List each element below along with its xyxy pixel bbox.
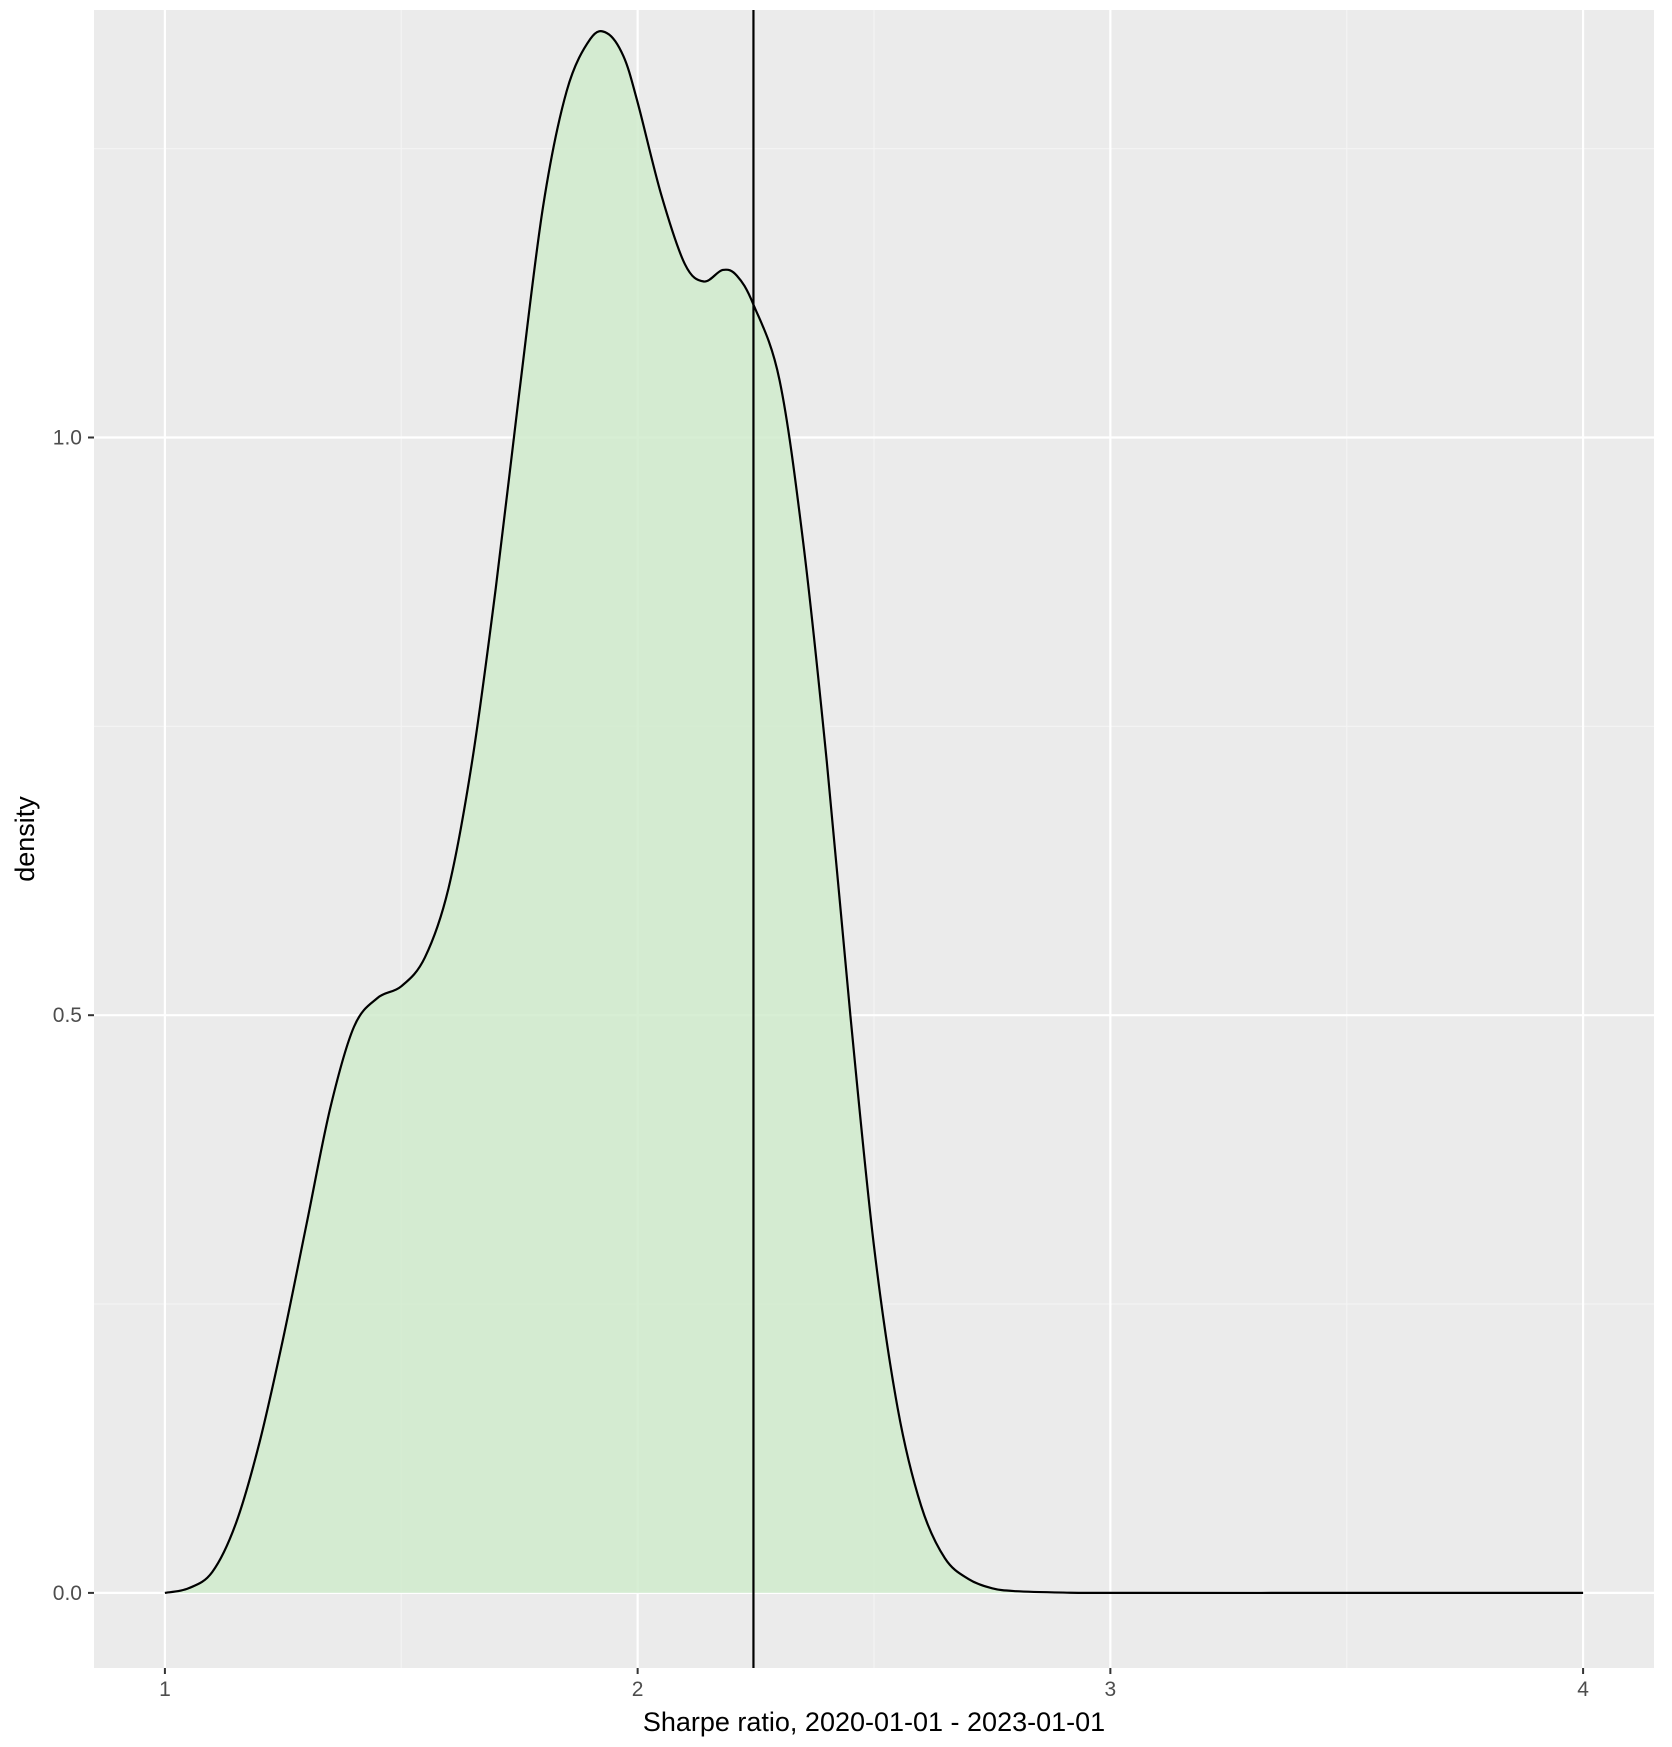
y-axis-ticks: 0.0 0.5 1.0: [53, 426, 94, 1605]
x-tick-label: 4: [1577, 1678, 1589, 1701]
y-tick-label: 1.0: [53, 426, 82, 449]
x-tick-label: 3: [1105, 1678, 1117, 1701]
y-tick-label: 0.0: [53, 1582, 82, 1605]
y-axis-title: density: [10, 796, 40, 882]
x-axis-ticks: 1 2 3 4: [159, 1668, 1589, 1701]
density-line: [164, 30, 1584, 1595]
x-tick-label: 1: [159, 1678, 171, 1701]
y-tick-label: 0.5: [53, 1004, 82, 1027]
x-axis-title: Sharpe ratio, 2020-01-01 - 2023-01-01: [643, 1707, 1105, 1737]
density-area: [164, 31, 1584, 1593]
x-tick-label: 2: [632, 1678, 644, 1701]
